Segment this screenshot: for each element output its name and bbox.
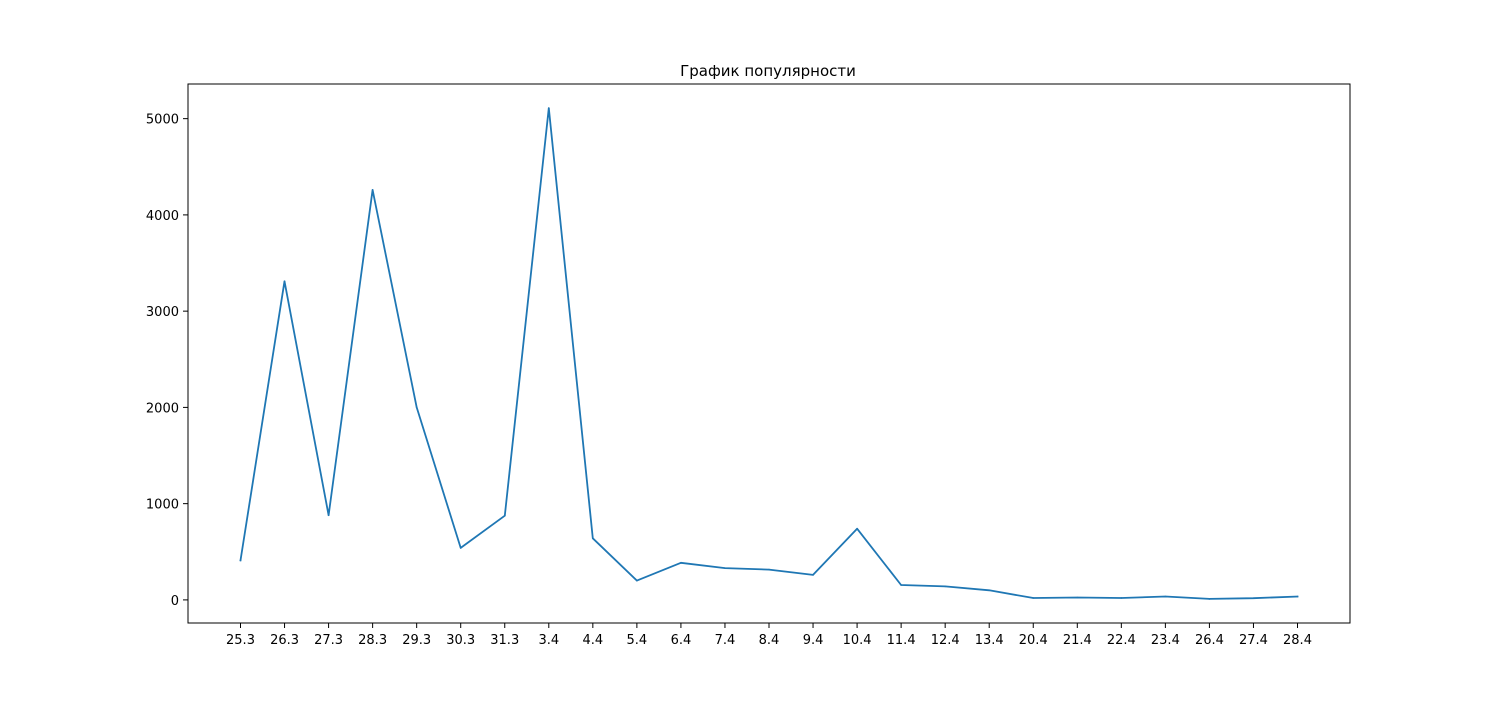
x-tick-label: 31.3 [490, 633, 519, 648]
x-tick-label: 28.3 [358, 633, 387, 648]
data-point [503, 514, 506, 517]
data-point [900, 584, 902, 586]
data-point [680, 562, 682, 564]
x-tick-label: 26.4 [1195, 633, 1224, 648]
y-tick-label: 1000 [146, 498, 179, 513]
data-point [415, 406, 418, 409]
data-point [327, 514, 330, 516]
x-tick-label: 8.4 [759, 633, 780, 648]
y-tick-label: 0 [171, 594, 179, 609]
x-tick-label: 23.4 [1151, 633, 1180, 648]
y-tick-label: 4000 [146, 209, 179, 224]
y-tick-label: 2000 [146, 401, 179, 416]
data-point [239, 559, 242, 562]
x-axis-ticks: 25.3 26.3 27.3 28.3 29.3 30.3 31.3 3.4 4.4 5.4 6.4… [226, 623, 1312, 648]
data-point [812, 574, 814, 576]
x-tick-label: 6.4 [671, 633, 692, 648]
x-tick-label: 25.3 [226, 633, 255, 648]
x-tick-label: 12.4 [931, 633, 960, 648]
data-point [724, 567, 726, 569]
y-axis-ticks: 0 1000 2000 3000 4000 5000 [146, 113, 188, 609]
y-tick-label: 3000 [146, 305, 179, 320]
x-tick-label: 28.4 [1283, 633, 1312, 648]
data-point [459, 547, 462, 549]
x-tick-label: 29.3 [402, 633, 431, 648]
x-tick-label: 3.4 [538, 633, 559, 648]
y-tick-label: 5000 [146, 113, 179, 128]
data-point [1120, 597, 1123, 599]
data-point [1252, 597, 1255, 599]
chart-title: График популярности [680, 62, 856, 80]
x-tick-label: 26.3 [270, 633, 299, 648]
x-tick-label: 7.4 [715, 633, 736, 648]
x-tick-label: 11.4 [887, 633, 916, 648]
data-point [636, 579, 638, 582]
data-point [988, 589, 991, 592]
series-layer [239, 107, 1299, 600]
x-tick-label: 13.4 [975, 633, 1004, 648]
data-point [371, 189, 374, 191]
x-tick-label: 5.4 [627, 633, 648, 648]
data-point [856, 527, 858, 530]
plot-area-frame [187, 83, 1351, 624]
data-point [1164, 595, 1167, 598]
x-tick-label: 22.4 [1107, 633, 1136, 648]
data-point [547, 107, 550, 109]
x-tick-label: 27.4 [1239, 633, 1268, 648]
x-tick-label: 4.4 [582, 633, 603, 648]
x-tick-label: 21.4 [1063, 633, 1092, 648]
x-tick-label: 27.3 [314, 633, 343, 648]
x-tick-label: 20.4 [1019, 633, 1048, 648]
data-point [944, 585, 946, 588]
data-point [283, 280, 286, 283]
data-point [1032, 597, 1035, 599]
data-point [768, 568, 770, 571]
data-point [592, 537, 594, 540]
data-point [1076, 596, 1079, 599]
x-tick-label: 10.4 [843, 633, 872, 648]
x-tick-label: 30.3 [446, 633, 475, 648]
x-tick-label: 9.4 [803, 633, 824, 648]
data-point [1208, 598, 1211, 600]
data-point [1296, 595, 1299, 598]
